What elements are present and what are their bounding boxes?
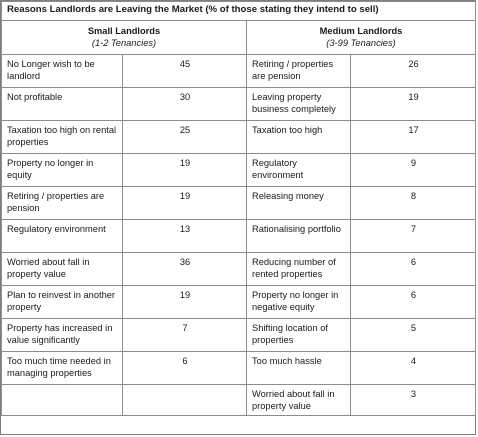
medium-landlords-header: Medium Landlords (3-99 Tenancies) — [246, 20, 476, 55]
landlord-reasons-table: Reasons Landlords are Leaving the Market… — [1, 1, 476, 416]
small-value-cell: 19 — [122, 153, 247, 187]
small-value-cell: 25 — [122, 120, 247, 154]
table-row: Plan to reinvest in another property 19 Pr… — [1, 285, 476, 319]
medium-value-cell: 4 — [350, 351, 476, 385]
table-row: Regulatory environment 13 Rationalising po… — [1, 219, 476, 253]
table-row: Retiring / properties are pension 19 Relea… — [1, 186, 476, 220]
medium-reason-cell: Too much hassle — [246, 351, 351, 385]
medium-reason-cell: Taxation too high — [246, 120, 351, 154]
small-value-cell — [122, 384, 247, 416]
small-landlords-heading: Small Landlords — [87, 26, 161, 36]
table-row: No Longer wish to be landlord 45 Retiring … — [1, 54, 476, 88]
medium-reason-cell: Releasing money — [246, 186, 351, 220]
small-reason-cell: Regulatory environment — [1, 219, 123, 253]
medium-reason-cell: Reducing number of rented properties — [246, 252, 351, 286]
small-landlords-subheading: (1-2 Tenancies) — [91, 38, 157, 48]
medium-value-cell: 19 — [350, 87, 476, 121]
medium-landlords-heading: Medium Landlords — [319, 26, 403, 36]
small-value-cell: 30 — [122, 87, 247, 121]
medium-reason-cell: Retiring / properties are pension — [246, 54, 351, 88]
table-row: Too much time needed in managing propert… — [1, 351, 476, 385]
small-reason-cell: No Longer wish to be landlord — [1, 54, 123, 88]
medium-reason-cell: Leaving property business completely — [246, 87, 351, 121]
table-row: Worried about fall in property value 36 Re… — [1, 252, 476, 286]
title-row: Reasons Landlords are Leaving the Market… — [1, 1, 476, 21]
small-value-cell: 13 — [122, 219, 247, 253]
small-reason-cell: Plan to reinvest in another property — [1, 285, 123, 319]
table-row: Not profitable 30 Leaving property busines… — [1, 87, 476, 121]
small-value-cell: 7 — [122, 318, 247, 352]
table-title: Reasons Landlords are Leaving the Market… — [1, 1, 476, 21]
medium-value-cell: 3 — [350, 384, 476, 416]
small-value-cell: 6 — [122, 351, 247, 385]
medium-reason-cell: Regulatory environment — [246, 153, 351, 187]
table-row: Property no longer in equity 19 Regulatory… — [1, 153, 476, 187]
small-reason-cell: Taxation too high on rental properties — [1, 120, 123, 154]
small-reason-cell: Retiring / properties are pension — [1, 186, 123, 220]
medium-value-cell: 8 — [350, 186, 476, 220]
group-header-row: Small Landlords (1-2 Tenancies) Medium L… — [1, 20, 476, 55]
small-value-cell: 45 — [122, 54, 247, 88]
medium-value-cell: 17 — [350, 120, 476, 154]
small-value-cell: 19 — [122, 285, 247, 319]
medium-reason-cell: Rationalising portfolio — [246, 219, 351, 253]
small-reason-cell — [1, 384, 123, 416]
small-value-cell: 19 — [122, 186, 247, 220]
medium-reason-cell: Worried about fall in property value — [246, 384, 351, 416]
table-row: Worried about fall in property value 3 — [1, 384, 476, 416]
small-reason-cell: Worried about fall in property value — [1, 252, 123, 286]
medium-reason-cell: Property no longer in negative equity — [246, 285, 351, 319]
small-reason-cell: Not profitable — [1, 87, 123, 121]
medium-value-cell: 9 — [350, 153, 476, 187]
table-row: Property has increased in value signific… — [1, 318, 476, 352]
small-reason-cell: Property no longer in equity — [1, 153, 123, 187]
medium-value-cell: 5 — [350, 318, 476, 352]
medium-reason-cell: Shifting location of properties — [246, 318, 351, 352]
small-reason-cell: Property has increased in value signific… — [1, 318, 123, 352]
medium-value-cell: 26 — [350, 54, 476, 88]
medium-value-cell: 6 — [350, 252, 476, 286]
medium-landlords-subheading: (3-99 Tenancies) — [326, 38, 396, 48]
small-landlords-header: Small Landlords (1-2 Tenancies) — [1, 20, 247, 55]
table-row: Taxation too high on rental properties 25… — [1, 120, 476, 154]
small-reason-cell: Too much time needed in managing propert… — [1, 351, 123, 385]
medium-value-cell: 6 — [350, 285, 476, 319]
small-value-cell: 36 — [122, 252, 247, 286]
medium-value-cell: 7 — [350, 219, 476, 253]
